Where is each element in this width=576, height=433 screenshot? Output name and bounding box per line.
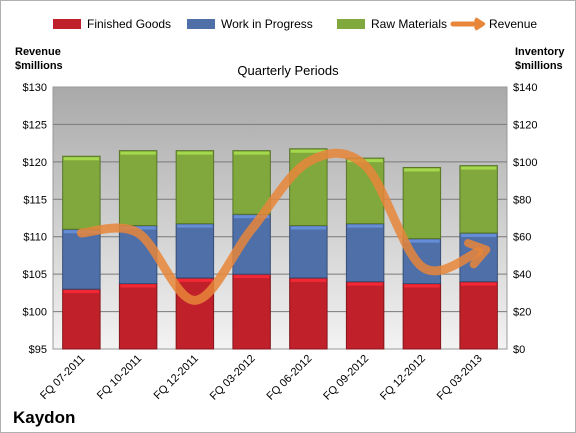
bar-highlight [404, 284, 440, 288]
bar-highlight [63, 157, 100, 161]
bar-highlight [460, 166, 497, 170]
legend-swatch-finished-goods [53, 19, 81, 29]
bar-highlight [404, 168, 440, 172]
left-tick-label: $130 [23, 82, 47, 94]
bar-work-in-progress [289, 224, 328, 279]
left-tick-label: $115 [23, 194, 47, 206]
bar-work-in-progress [175, 223, 215, 279]
left-tick-label: $105 [23, 269, 47, 281]
bar-highlight [460, 282, 497, 286]
bar-highlight [460, 233, 497, 237]
bar-raw-materials [402, 166, 442, 240]
bar-finished-goods [345, 281, 385, 350]
bar-highlight [290, 278, 327, 282]
x-tick-label: FQ 06-2012 [265, 353, 315, 403]
bar-finished-goods [289, 277, 328, 350]
right-axis-title-line2: $millions [515, 60, 563, 72]
bar-highlight [63, 290, 100, 294]
left-tick-label: $110 [23, 232, 47, 244]
bar-highlight [233, 215, 270, 219]
left-tick-label: $120 [23, 157, 47, 169]
bar-highlight [120, 151, 156, 155]
bar-work-in-progress [345, 223, 385, 283]
bar-raw-materials [232, 150, 271, 215]
legend: Finished Goods Work in Progress Raw Mate… [53, 17, 537, 31]
right-tick-label: $120 [513, 119, 537, 131]
bar-work-in-progress [62, 228, 101, 290]
left-tick-label: $125 [23, 119, 47, 131]
x-tick-label: FQ 03-2013 [435, 353, 485, 403]
bar-highlight [233, 275, 270, 279]
bar-highlight [290, 149, 327, 153]
legend-label-work-in-progress: Work in Progress [221, 17, 313, 31]
x-tick-label: FQ 09-2012 [321, 353, 371, 403]
bar-raw-materials [118, 150, 158, 226]
bar-highlight [404, 239, 440, 243]
x-tick-label: FQ 07-2011 [38, 353, 87, 402]
bar-highlight [177, 151, 213, 155]
legend-swatch-raw-materials [337, 19, 365, 29]
right-tick-label: $60 [513, 232, 531, 244]
legend-arrow-revenue [473, 17, 485, 31]
legend-label-revenue: Revenue [489, 17, 537, 31]
x-axis-ticks: FQ 07-2011 FQ 10-2011 FQ 12-2011 FQ 03-2012… [38, 353, 485, 403]
left-tick-label: $100 [23, 307, 47, 319]
revenue-arrowhead [464, 239, 491, 269]
x-tick-label: FQ 03-2012 [208, 353, 258, 403]
x-tick-label: FQ 12-2011 [152, 353, 201, 402]
bar-highlight [347, 282, 383, 286]
bar-highlight [233, 151, 270, 155]
company-name: Kaydon [13, 408, 75, 427]
x-tick-label: FQ 12-2012 [378, 353, 428, 403]
bar-highlight [177, 278, 213, 282]
left-axis-ticks: $95 $100 $105 $110 $115 $120 $125 $130 [23, 82, 47, 356]
legend-swatch-work-in-progress [187, 19, 215, 29]
bar-raw-materials [62, 155, 101, 230]
bar-raw-materials [459, 165, 498, 234]
right-tick-label: $80 [513, 194, 531, 206]
bar-highlight [120, 284, 156, 288]
revenue-line-path [76, 148, 484, 305]
bar-finished-goods [459, 281, 498, 350]
right-tick-label: $40 [513, 269, 531, 281]
right-tick-label: $140 [513, 82, 537, 94]
right-tick-label: $20 [513, 307, 531, 319]
bar-finished-goods [62, 288, 101, 350]
left-axis-title-line1: Revenue [15, 46, 61, 58]
right-axis-ticks: $0 $20 $40 $60 $80 $100 $120 $140 [513, 82, 537, 356]
bar-highlight [177, 224, 213, 228]
bar-finished-goods [402, 283, 442, 350]
revenue-line [76, 148, 491, 305]
left-axis-title-line2: $millions [15, 60, 63, 72]
right-axis-title-line1: Inventory [515, 46, 565, 58]
x-tick-label: FQ 10-2011 [95, 353, 144, 402]
legend-label-finished-goods: Finished Goods [87, 17, 171, 31]
bar-raw-materials [175, 150, 215, 225]
left-tick-label: $95 [29, 344, 47, 356]
bar-finished-goods [232, 273, 271, 350]
right-tick-label: $100 [513, 157, 537, 169]
legend-label-raw-materials: Raw Materials [371, 17, 447, 31]
bar-highlight [347, 224, 383, 228]
bar-highlight [290, 226, 327, 230]
right-tick-label: $0 [513, 344, 525, 356]
chart-subtitle: Quarterly Periods [237, 63, 339, 78]
bar-finished-goods [118, 283, 158, 350]
